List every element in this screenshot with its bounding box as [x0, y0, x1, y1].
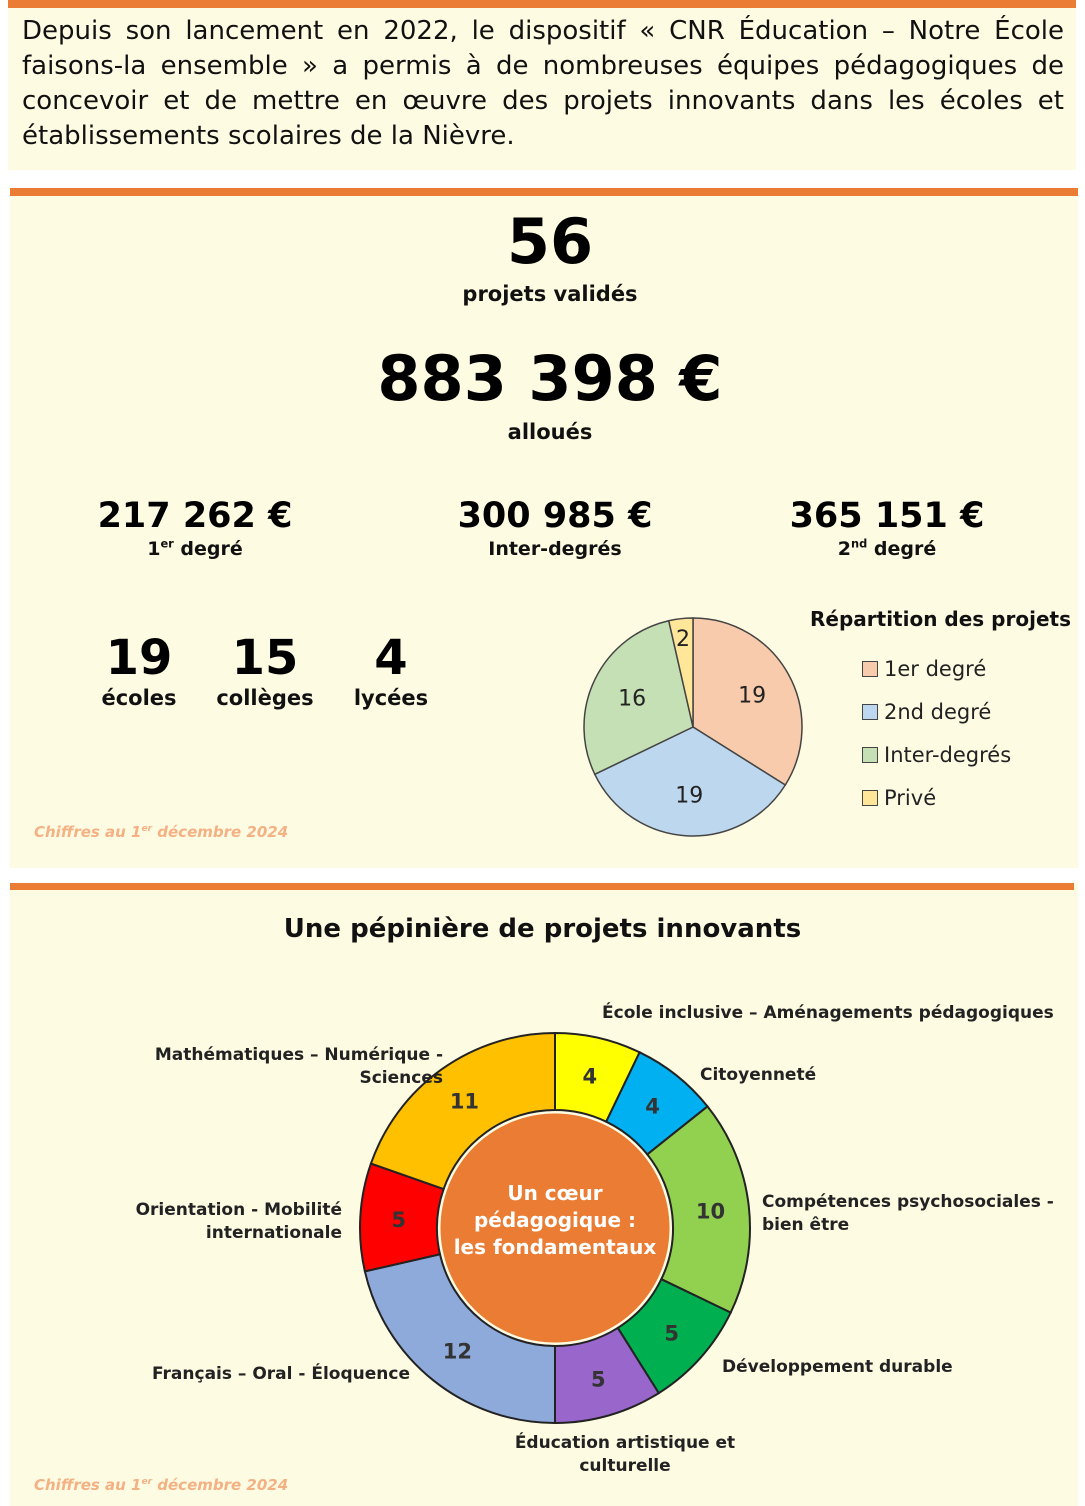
- inter-degree-label: Inter-degrés: [488, 538, 622, 560]
- donut-category-francais-oral-eloquence: Français – Oral - Éloquence: [152, 1364, 410, 1384]
- legend-label: 2nd degré: [884, 700, 992, 724]
- donut-value-label: 5: [391, 1208, 406, 1232]
- pie-value-label: 19: [738, 683, 766, 708]
- pie-value-label: 16: [618, 687, 646, 712]
- donut-center: [440, 1113, 670, 1343]
- inter-degree-amount: 300 985 €: [457, 496, 653, 536]
- second-degree-amount: 365 151 €: [789, 496, 985, 536]
- pie-value-label: 19: [675, 783, 703, 808]
- projects-label: projets validés: [462, 282, 638, 306]
- legend-label: Privé: [884, 786, 937, 810]
- donut-category-mathematiques-numerique-sciences: Mathématiques – Numérique - Sciences: [154, 1045, 443, 1088]
- pepiniere-accent-bar: [10, 883, 1074, 890]
- stats-footnote: Chiffres au 1er décembre 2024: [34, 823, 289, 841]
- intro-text: Depuis son lancement en 2022, le disposi…: [22, 16, 1064, 151]
- colleges-label: collèges: [216, 686, 314, 710]
- second-degree-label: 2nd degré: [837, 536, 937, 560]
- donut-value-label: 5: [664, 1321, 679, 1345]
- donut-value-label: 12: [443, 1339, 472, 1363]
- donut-category-competences-psychosociales-bien-etre: Compétences psychosociales - bien être: [762, 1192, 1054, 1235]
- intro-accent-bar: [8, 0, 1076, 8]
- donut-value-label: 4: [583, 1064, 598, 1088]
- ecoles-label: écoles: [101, 686, 177, 710]
- donut-center-text: pédagogique :: [474, 1208, 636, 1232]
- colleges-count: 15: [231, 630, 299, 686]
- legend-item-2nd-degre: 2nd degré: [862, 700, 991, 724]
- stats-accent-bar: [10, 188, 1078, 196]
- donut-center-text: Un cœur: [507, 1181, 602, 1205]
- donut-category-orientation-mobilite-internationale: Orientation - Mobilité internationale: [135, 1200, 342, 1243]
- donut-value-label: 11: [450, 1089, 479, 1113]
- first-degree-label: 1er degré: [147, 536, 243, 560]
- pie-slice-inter-degres: [583, 619, 694, 776]
- intro-panel: [8, 0, 1076, 170]
- amount-label: alloués: [507, 420, 593, 444]
- amount-total: 883 398 €: [377, 342, 723, 415]
- donut-category-developpement-durable: Développement durable: [722, 1357, 953, 1377]
- donut-value-label: 5: [591, 1367, 606, 1391]
- first-degree-amount: 217 262 €: [97, 496, 293, 536]
- legend-swatch: [862, 790, 878, 806]
- pie-slice-prive: [667, 617, 694, 728]
- pie-value-label: 2: [676, 627, 690, 652]
- legend-item-1er-degre: 1er degré: [862, 657, 986, 681]
- lycees-count: 4: [374, 630, 408, 686]
- legend-swatch: [862, 704, 878, 720]
- donut-category-ecole-inclusive-amenagements-pedagogiques: École inclusive – Aménagements pédagogiq…: [602, 1003, 1054, 1023]
- legend-swatch: [862, 747, 878, 763]
- legend-label: Inter-degrés: [884, 743, 1012, 767]
- stats-panel: [10, 188, 1078, 868]
- legend-item-prive: Privé: [862, 786, 936, 810]
- donut-value-label: 10: [696, 1199, 725, 1223]
- donut-center-text: les fondamentaux: [454, 1235, 657, 1259]
- donut-segment-mathematiques-numerique-sciences: [369, 1031, 556, 1191]
- ecoles-count: 19: [105, 630, 173, 686]
- legend-item-inter-degres: Inter-degrés: [862, 743, 1011, 767]
- legend-swatch: [862, 661, 878, 677]
- pepiniere-footnote: Chiffres au 1er décembre 2024: [34, 1476, 289, 1494]
- pie-slice-2nd-degre: [593, 726, 787, 837]
- lycees-label: lycées: [353, 686, 429, 710]
- projects-count: 56: [506, 205, 594, 278]
- donut-value-label: 4: [645, 1095, 660, 1119]
- donut-category-education-artistique-et-culturelle: Éducation artistique et culturelle: [514, 1433, 736, 1476]
- donut-segment-francais-oral-eloquence: [363, 1253, 556, 1425]
- donut-category-citoyennete: Citoyenneté: [700, 1065, 817, 1085]
- pepiniere-title: Une pépinière de projets innovants: [283, 914, 802, 944]
- pie-chart-title: Répartition des projets: [810, 607, 1071, 631]
- legend-label: 1er degré: [884, 657, 987, 681]
